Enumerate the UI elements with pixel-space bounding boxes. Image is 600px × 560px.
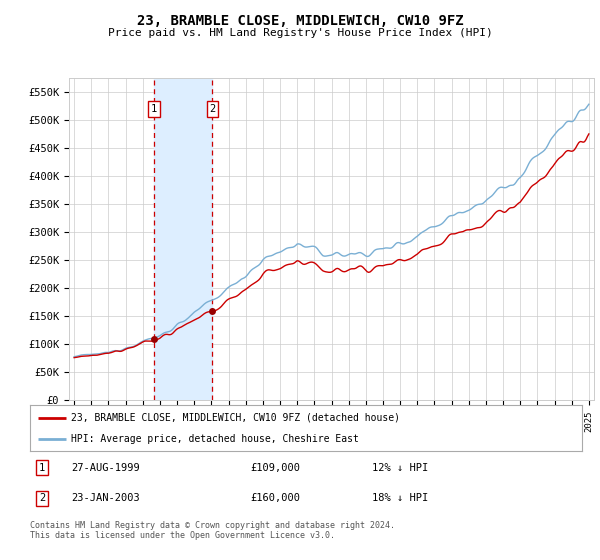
Text: 23, BRAMBLE CLOSE, MIDDLEWICH, CW10 9FZ: 23, BRAMBLE CLOSE, MIDDLEWICH, CW10 9FZ <box>137 14 463 28</box>
Bar <box>154 78 212 400</box>
Text: 23, BRAMBLE CLOSE, MIDDLEWICH, CW10 9FZ (detached house): 23, BRAMBLE CLOSE, MIDDLEWICH, CW10 9FZ … <box>71 413 400 423</box>
Text: 1: 1 <box>39 463 45 473</box>
Text: 2: 2 <box>39 493 45 503</box>
Text: Contains HM Land Registry data © Crown copyright and database right 2024.
This d: Contains HM Land Registry data © Crown c… <box>30 521 395 540</box>
Text: 23-JAN-2003: 23-JAN-2003 <box>71 493 140 503</box>
Text: Price paid vs. HM Land Registry's House Price Index (HPI): Price paid vs. HM Land Registry's House … <box>107 28 493 38</box>
Text: 1: 1 <box>151 104 157 114</box>
Text: HPI: Average price, detached house, Cheshire East: HPI: Average price, detached house, Ches… <box>71 435 359 444</box>
Text: £109,000: £109,000 <box>251 463 301 473</box>
Text: 27-AUG-1999: 27-AUG-1999 <box>71 463 140 473</box>
Text: 2: 2 <box>209 104 215 114</box>
Text: £160,000: £160,000 <box>251 493 301 503</box>
Text: 18% ↓ HPI: 18% ↓ HPI <box>372 493 428 503</box>
Text: 12% ↓ HPI: 12% ↓ HPI <box>372 463 428 473</box>
